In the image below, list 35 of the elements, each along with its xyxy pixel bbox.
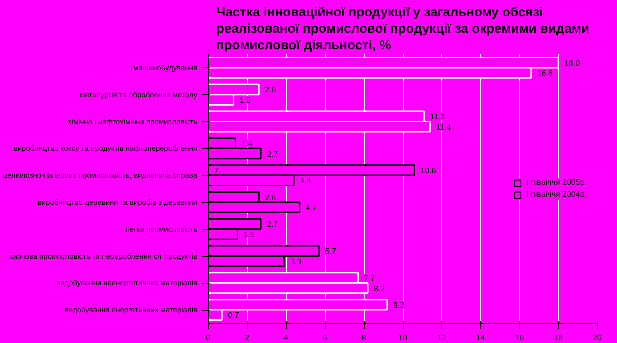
data-label: 1.5	[244, 230, 256, 240]
data-label: 11.4	[436, 122, 452, 132]
x-tick-label: 16	[515, 334, 525, 342]
data-label: 10.6	[420, 166, 437, 176]
x-tick-label: 10	[398, 334, 408, 342]
x-tick-label: 12	[437, 334, 447, 342]
data-label: 2.7	[267, 220, 279, 230]
x-tick-label: 6	[322, 334, 328, 342]
data-label: 9.2	[393, 300, 406, 310]
data-label: 2.7	[267, 150, 279, 159]
x-tick-label: 0	[206, 334, 212, 342]
data-label: 11.1	[430, 112, 446, 122]
data-label: 4.4	[300, 176, 312, 186]
annotation: 7	[214, 166, 220, 176]
x-tick-label: 14	[476, 334, 486, 342]
data-label: 3.9	[290, 257, 302, 266]
data-label: 8.2	[374, 284, 386, 294]
data-label: 1.4	[242, 140, 254, 149]
data-label: 2.6	[265, 86, 277, 95]
data-label: 2.6	[265, 193, 277, 202]
data-label: 0.7	[228, 311, 240, 320]
data-label: 16.6	[537, 69, 554, 78]
data-label: 4.7	[306, 204, 318, 213]
data-label: 5.7	[325, 247, 338, 256]
x-tick-label: 18	[554, 334, 564, 342]
x-tick-label: 2	[245, 334, 250, 342]
data-label: 1.3	[240, 96, 252, 105]
chart-title: Частка інноваційної продукції у загальному обсязі реалізованої промислової продукції за окремими видами промислової діяльності, %	[216, 4, 590, 52]
legend-label: І півріччя 2004р.	[526, 190, 587, 200]
legend-label: І півріччя 2005р.	[526, 178, 587, 188]
x-tick-label: 4	[284, 334, 290, 342]
x-tick-label: 8	[362, 334, 367, 342]
x-tick-label: 20	[593, 334, 602, 342]
data-label: 18.0	[564, 58, 581, 68]
data-label: 7.7	[364, 274, 376, 284]
